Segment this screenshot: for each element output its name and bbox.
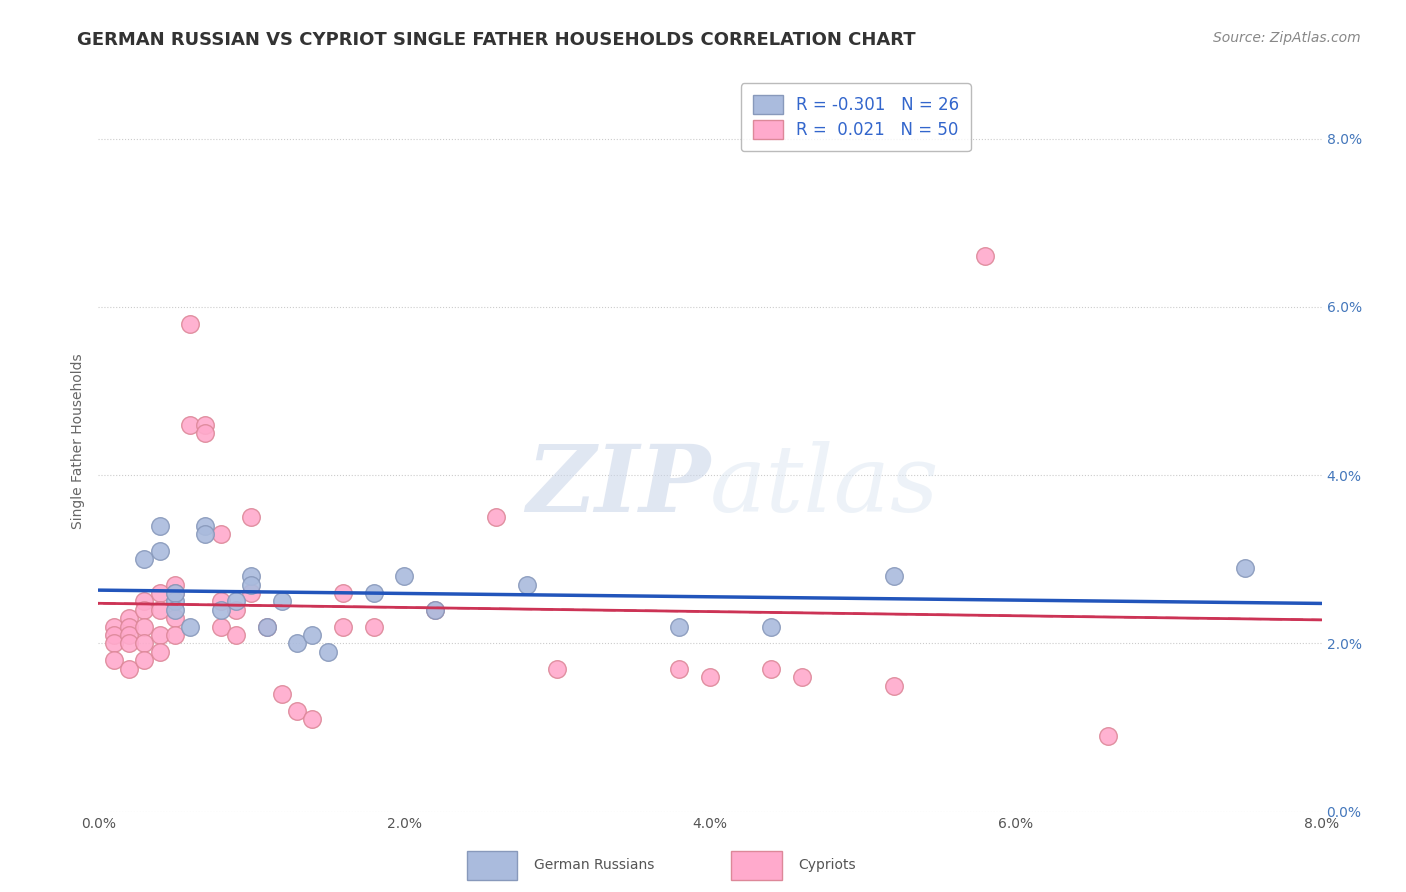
Point xyxy=(134,552,156,566)
Point xyxy=(285,636,308,650)
Point xyxy=(149,586,172,600)
Point xyxy=(546,662,568,676)
Point xyxy=(134,653,156,667)
Point xyxy=(332,619,354,633)
Point xyxy=(163,577,186,591)
Point xyxy=(163,603,186,617)
Point xyxy=(209,594,232,608)
Point xyxy=(225,603,247,617)
Point xyxy=(225,628,247,642)
Legend: R = -0.301   N = 26, R =  0.021   N = 50: R = -0.301 N = 26, R = 0.021 N = 50 xyxy=(741,83,970,151)
Y-axis label: Single Father Households: Single Father Households xyxy=(72,354,86,529)
Point xyxy=(225,594,247,608)
Point xyxy=(103,619,125,633)
Point xyxy=(149,544,172,558)
FancyBboxPatch shape xyxy=(731,851,782,880)
Point xyxy=(194,417,217,432)
Point xyxy=(332,586,354,600)
Point xyxy=(149,628,172,642)
Text: GERMAN RUSSIAN VS CYPRIOT SINGLE FATHER HOUSEHOLDS CORRELATION CHART: GERMAN RUSSIAN VS CYPRIOT SINGLE FATHER … xyxy=(77,31,915,49)
Point xyxy=(163,611,186,625)
Point xyxy=(485,510,508,524)
Point xyxy=(163,594,186,608)
Point xyxy=(256,619,278,633)
Text: ZIP: ZIP xyxy=(526,441,710,531)
Point xyxy=(134,636,156,650)
Point xyxy=(270,687,294,701)
Point xyxy=(149,645,172,659)
Point xyxy=(240,510,263,524)
Point xyxy=(103,628,125,642)
Point xyxy=(163,586,186,600)
Point xyxy=(516,577,538,591)
Point xyxy=(285,704,308,718)
Point xyxy=(668,619,690,633)
Text: Source: ZipAtlas.com: Source: ZipAtlas.com xyxy=(1213,31,1361,45)
Text: German Russians: German Russians xyxy=(534,858,655,872)
Point xyxy=(179,417,201,432)
Point xyxy=(301,712,323,726)
Point xyxy=(363,619,385,633)
Point xyxy=(103,636,125,650)
Point xyxy=(134,619,156,633)
Point xyxy=(134,603,156,617)
Point xyxy=(316,645,339,659)
Point xyxy=(270,594,294,608)
Point xyxy=(883,569,905,583)
Point xyxy=(363,586,385,600)
Point xyxy=(974,249,997,264)
Point xyxy=(209,603,232,617)
Point xyxy=(194,518,217,533)
FancyBboxPatch shape xyxy=(467,851,517,880)
Point xyxy=(240,577,263,591)
Point xyxy=(759,662,782,676)
Point xyxy=(163,586,186,600)
Point xyxy=(256,619,278,633)
Point xyxy=(179,619,201,633)
Point xyxy=(118,636,141,650)
Point xyxy=(240,586,263,600)
Point xyxy=(134,594,156,608)
Point xyxy=(103,653,125,667)
Point xyxy=(118,628,141,642)
Point xyxy=(149,603,172,617)
Point xyxy=(118,611,141,625)
Text: atlas: atlas xyxy=(710,441,939,531)
Point xyxy=(1234,560,1257,574)
Point xyxy=(668,662,690,676)
Point xyxy=(392,569,416,583)
Point xyxy=(883,679,905,693)
Point xyxy=(423,603,446,617)
Point xyxy=(118,662,141,676)
Point xyxy=(240,569,263,583)
Point xyxy=(149,518,172,533)
Text: Cypriots: Cypriots xyxy=(799,858,856,872)
Point xyxy=(163,628,186,642)
Point xyxy=(194,426,217,441)
Point xyxy=(209,619,232,633)
Point xyxy=(301,628,323,642)
Point xyxy=(118,619,141,633)
Point xyxy=(423,603,446,617)
Point xyxy=(759,619,782,633)
Point xyxy=(194,527,217,541)
Point xyxy=(209,527,232,541)
Point xyxy=(179,317,201,331)
Point xyxy=(1097,729,1119,743)
Point xyxy=(699,670,721,684)
Point xyxy=(790,670,813,684)
